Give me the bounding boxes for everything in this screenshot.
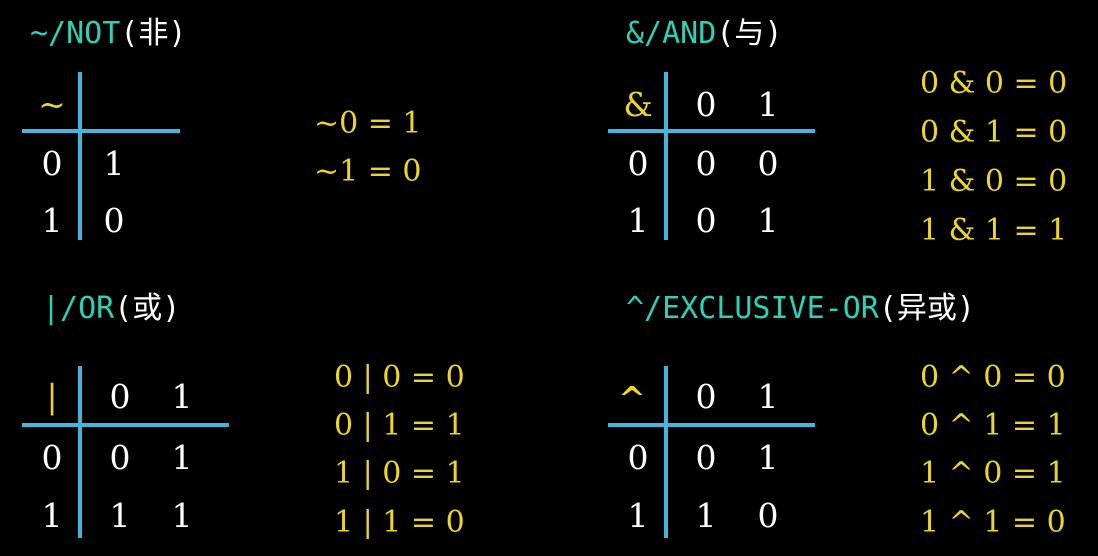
not-header-divider (78, 72, 82, 240)
or-col-header-1: 1 (171, 377, 193, 416)
or-row-0-cell-0: 0 (109, 438, 131, 477)
not-row-1-input: 1 (41, 201, 63, 240)
or-row-0-header: 0 (41, 438, 63, 477)
and-header-divider (664, 72, 668, 240)
or-title-name: (或) (114, 291, 181, 326)
not-row-1-output: 0 (103, 201, 125, 240)
or-equation-2: 1 | 0 = 1 (334, 456, 465, 491)
not-row-0-output: 1 (103, 144, 125, 183)
or-col-header-0: 0 (109, 377, 131, 416)
xor-row-0-cell-1: 1 (757, 438, 779, 477)
xor-row-1-header: 1 (627, 496, 649, 535)
and-equation-3: 1 & 1 = 1 (920, 213, 1068, 248)
or-row-1-cell-0: 1 (109, 496, 131, 535)
xor-equation-3: 1 ^ 1 = 0 (920, 505, 1066, 540)
and-title-name: (与) (716, 16, 783, 51)
and-row-0-header: 0 (627, 144, 649, 183)
and-operator-cell: & (623, 85, 653, 124)
or-row-0-cell-1: 1 (171, 438, 193, 477)
or-equation-1: 0 | 1 = 1 (334, 408, 465, 443)
xor-col-header-0: 0 (695, 377, 717, 416)
and-equation-1: 0 & 1 = 0 (920, 115, 1068, 150)
xor-row-0-cell-0: 0 (695, 438, 717, 477)
xor-row-0-header: 0 (627, 438, 649, 477)
xor-col-header-1: 1 (757, 377, 779, 416)
not-title: ~/NOT(非) (30, 16, 186, 52)
or-row-1-cell-1: 1 (171, 496, 193, 535)
xor-row-1-cell-0: 1 (695, 496, 717, 535)
or-header-divider (78, 366, 82, 538)
and-equation-2: 1 & 0 = 0 (920, 164, 1068, 199)
xor-equation-1: 0 ^ 1 = 1 (920, 408, 1066, 443)
and-row-1-cell-1: 1 (757, 201, 779, 240)
and-row-0-cell-1: 0 (757, 144, 779, 183)
not-row-0-input: 0 (41, 144, 63, 183)
and-equation-0: 0 & 0 = 0 (920, 66, 1068, 101)
or-row-1-header: 1 (41, 496, 63, 535)
xor-title-symbol: ^/EXCLUSIVE-OR (626, 291, 879, 326)
and-title: &/AND(与) (626, 16, 782, 52)
and-row-1-header: 1 (627, 201, 649, 240)
and-row-1-cell-0: 0 (695, 201, 717, 240)
and-title-symbol: &/AND (626, 16, 717, 51)
xor-header-line (608, 423, 815, 427)
xor-title: ^/EXCLUSIVE-OR(异或) (626, 291, 975, 327)
and-row-0-cell-0: 0 (695, 144, 717, 183)
or-equation-0: 0 | 0 = 0 (334, 360, 465, 395)
not-operator-cell: ~ (38, 85, 66, 124)
not-title-name: (非) (120, 16, 187, 51)
xor-title-name: (异或) (878, 291, 975, 326)
or-title-symbol: |/OR (42, 291, 115, 326)
xor-operator-cell: ^ (618, 379, 646, 418)
xor-equation-0: 0 ^ 0 = 0 (920, 360, 1066, 395)
not-equation-0: ~0 = 1 (314, 106, 422, 141)
or-title: |/OR(或) (42, 291, 180, 327)
xor-row-1-cell-1: 0 (757, 496, 779, 535)
and-col-header-1: 1 (757, 85, 779, 124)
or-header-line (22, 423, 229, 427)
and-header-line (608, 129, 815, 133)
not-title-symbol: ~/NOT (30, 16, 121, 51)
or-operator-cell: | (46, 377, 58, 416)
and-col-header-0: 0 (695, 85, 717, 124)
or-equation-3: 1 | 1 = 0 (334, 505, 465, 540)
xor-equation-2: 1 ^ 0 = 1 (920, 456, 1066, 491)
not-header-line (22, 129, 180, 133)
xor-header-divider (664, 366, 668, 538)
not-equation-1: ~1 = 0 (314, 154, 422, 189)
